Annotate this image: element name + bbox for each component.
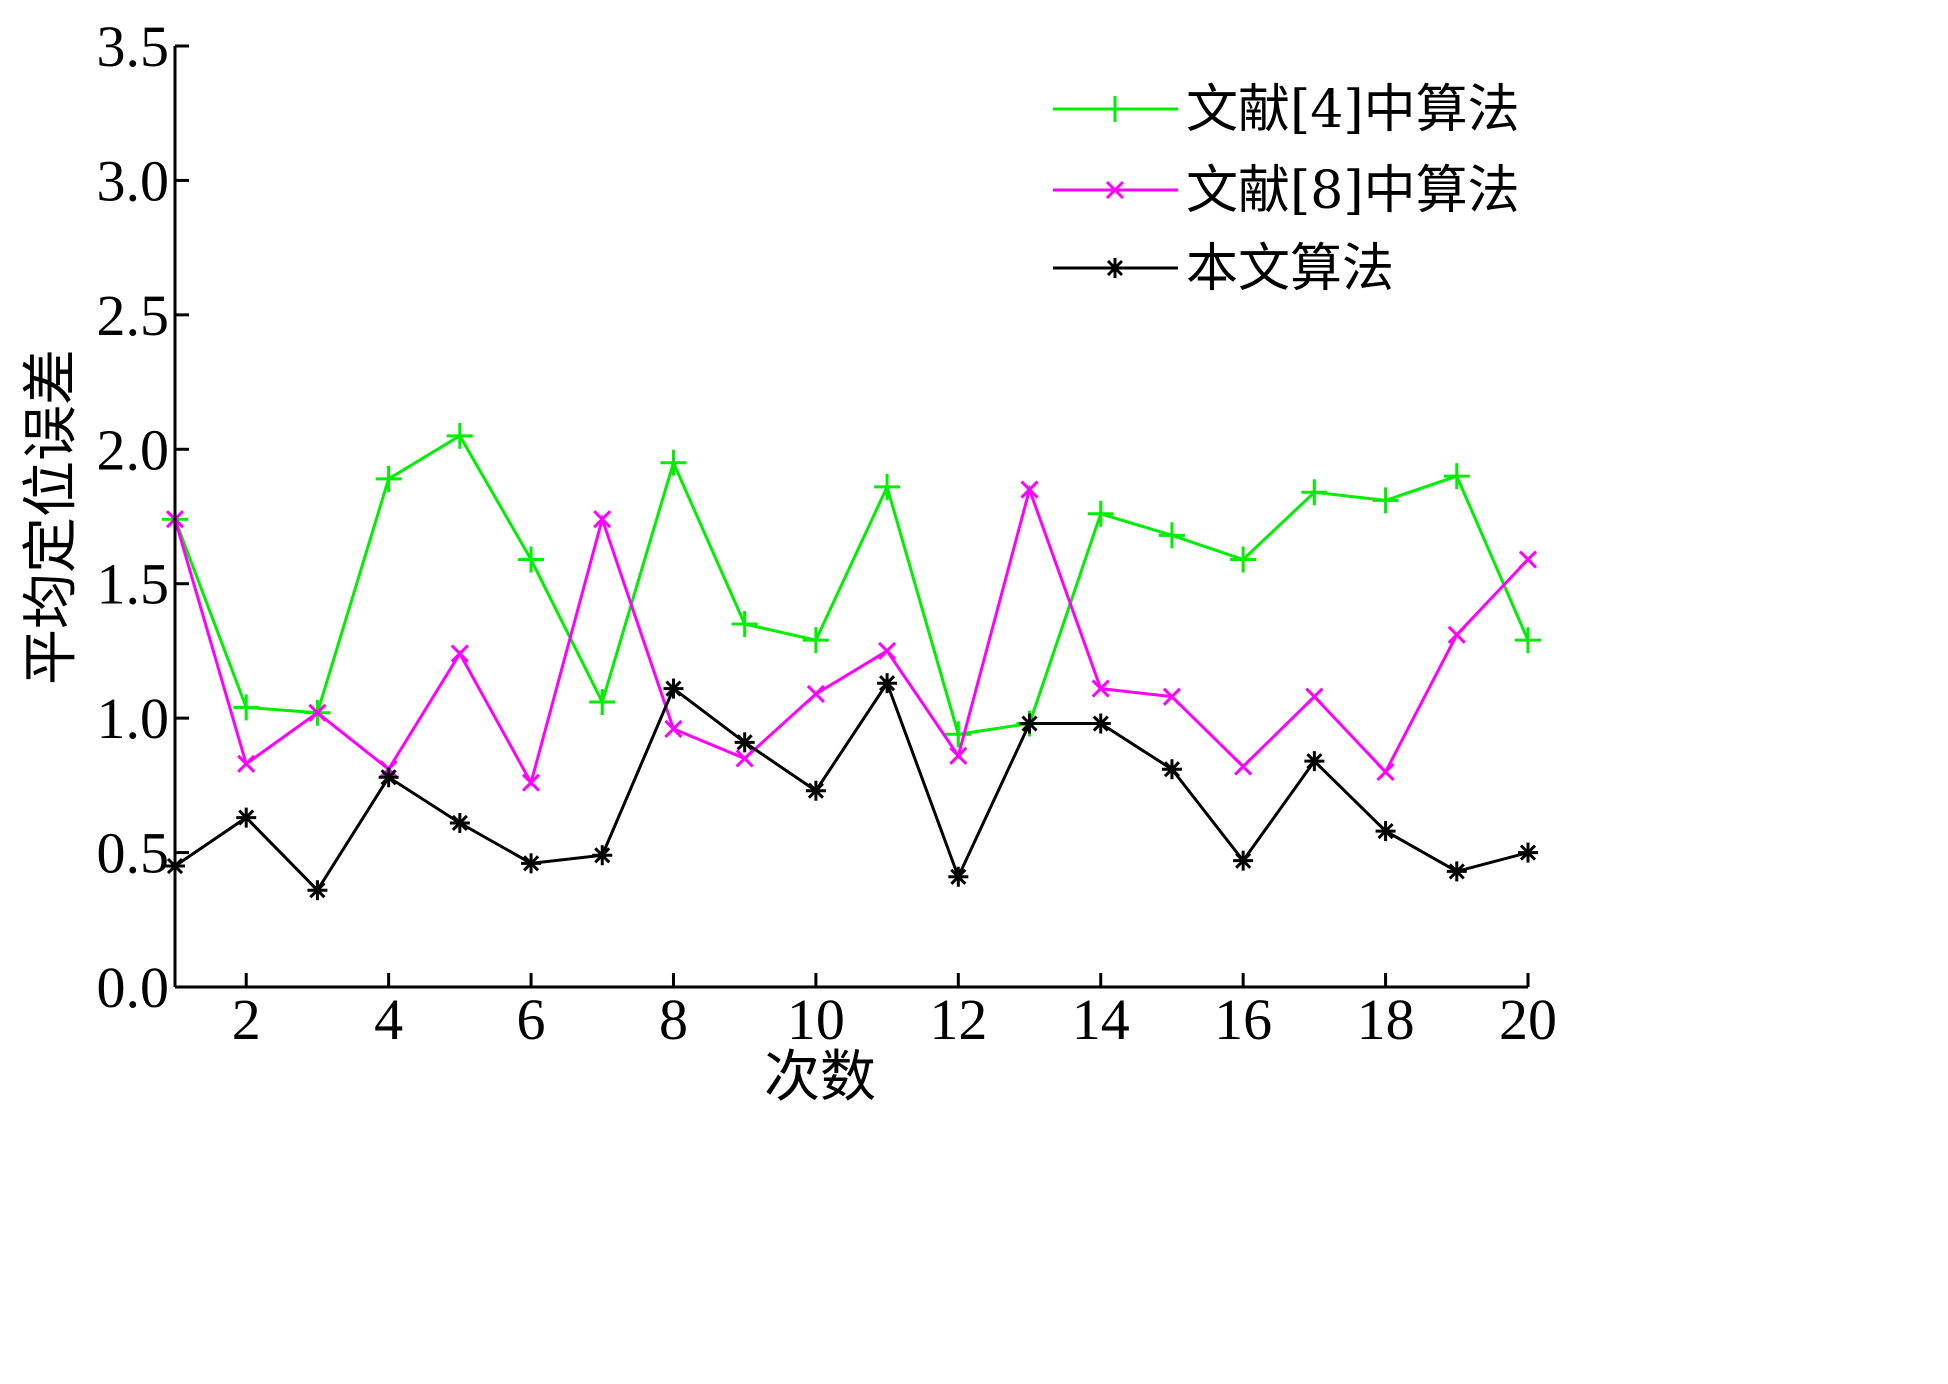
data-point bbox=[1304, 751, 1325, 772]
data-point bbox=[375, 465, 402, 492]
x-tick-label: 6 bbox=[517, 987, 546, 1052]
data-point bbox=[874, 473, 901, 500]
legend-marker bbox=[1105, 258, 1125, 278]
data-point bbox=[589, 689, 616, 716]
y-tick-label: 1.0 bbox=[97, 686, 170, 751]
data-point bbox=[731, 611, 758, 638]
axes: 0.0 0.5 1.0 1.5 2.0 2.5 3.0 3.5 2 4 6 8 10 12 14 16 18 20 bbox=[97, 14, 1558, 1052]
data-point bbox=[1234, 757, 1253, 776]
data-point bbox=[1518, 550, 1538, 569]
data-point bbox=[593, 510, 612, 529]
y-axis-title: 平均定位误差 bbox=[19, 349, 84, 685]
legend-label: 文献[8]中算法 bbox=[1186, 161, 1520, 221]
data-point bbox=[1162, 687, 1182, 706]
data-point bbox=[1019, 713, 1040, 734]
data-point bbox=[446, 422, 473, 449]
y-tick-label: 0.5 bbox=[97, 821, 170, 886]
x-tick-label: 4 bbox=[374, 987, 403, 1052]
data-point bbox=[450, 644, 469, 663]
x-tick-label: 8 bbox=[659, 987, 688, 1052]
data-point bbox=[1515, 627, 1541, 654]
x-tick-label: 2 bbox=[232, 987, 261, 1052]
data-point bbox=[1091, 679, 1110, 698]
data-point bbox=[805, 780, 826, 801]
x-tick-label: 16 bbox=[1214, 987, 1272, 1052]
y-tick-label: 3.5 bbox=[97, 14, 170, 79]
data-point bbox=[1230, 546, 1257, 573]
data-point bbox=[1376, 762, 1395, 781]
data-point bbox=[521, 853, 542, 874]
data-point bbox=[1087, 500, 1114, 527]
data-point bbox=[663, 678, 684, 699]
data-point bbox=[378, 767, 399, 788]
series-2 bbox=[165, 480, 1538, 792]
data-point bbox=[1372, 487, 1399, 514]
y-tick-label: 0.0 bbox=[97, 955, 170, 1020]
y-tick-label: 3.0 bbox=[97, 148, 170, 213]
data-point bbox=[877, 673, 898, 694]
data-point bbox=[1158, 522, 1185, 549]
data-point bbox=[660, 449, 687, 476]
data-point bbox=[878, 641, 897, 660]
data-point bbox=[307, 880, 328, 901]
x-tick-label: 10 bbox=[787, 987, 845, 1052]
data-point bbox=[1446, 861, 1467, 882]
data-point bbox=[806, 684, 825, 704]
data-point bbox=[945, 721, 972, 748]
data-point bbox=[236, 807, 257, 828]
data-point bbox=[1090, 713, 1111, 734]
x-tick-label: 20 bbox=[1499, 987, 1557, 1052]
series-line bbox=[174, 679, 1529, 893]
data-point bbox=[948, 866, 969, 887]
data-point bbox=[949, 746, 968, 765]
data-point bbox=[735, 749, 754, 768]
x-tick-label: 14 bbox=[1072, 987, 1130, 1052]
data-point bbox=[664, 719, 683, 738]
series-line bbox=[173, 433, 1530, 736]
legend-marker bbox=[1102, 96, 1128, 122]
data-point bbox=[1161, 759, 1182, 780]
y-tick-label: 2.5 bbox=[97, 283, 170, 348]
data-point bbox=[233, 694, 260, 721]
data-point bbox=[308, 703, 327, 722]
legend-marker bbox=[1105, 180, 1125, 200]
data-point bbox=[518, 546, 545, 573]
data-point bbox=[237, 754, 256, 773]
legend-item: 本文算法 bbox=[1053, 239, 1394, 299]
data-point bbox=[1375, 821, 1396, 842]
data-point bbox=[1233, 850, 1254, 871]
data-point bbox=[1447, 625, 1466, 644]
legend-item: 文献[4]中算法 bbox=[1053, 80, 1520, 140]
data-point bbox=[1020, 480, 1039, 499]
data-point bbox=[1443, 463, 1470, 490]
legend-label: 本文算法 bbox=[1186, 239, 1394, 299]
data-point bbox=[802, 627, 829, 654]
data-point bbox=[521, 773, 541, 792]
series-3 bbox=[165, 673, 1538, 901]
x-tick-label: 12 bbox=[929, 987, 987, 1052]
series-1 bbox=[162, 422, 1541, 748]
x-tick-label: 18 bbox=[1357, 987, 1415, 1052]
data-point bbox=[1305, 687, 1324, 706]
legend-label: 文献[4]中算法 bbox=[1186, 80, 1520, 140]
data-point bbox=[592, 845, 613, 866]
data-point bbox=[734, 732, 755, 753]
data-point bbox=[1518, 842, 1538, 863]
line-chart: 0.0 0.5 1.0 1.5 2.0 2.5 3.0 3.5 2 4 6 8 10 12 14 16 18 20… bbox=[19, 14, 1558, 1107]
legend-item: 文献[8]中算法 bbox=[1053, 161, 1520, 221]
series-line bbox=[173, 484, 1530, 787]
y-tick-label: 1.5 bbox=[97, 552, 170, 617]
data-point bbox=[1301, 479, 1328, 506]
data-point bbox=[449, 812, 470, 833]
series-layer bbox=[162, 422, 1541, 901]
x-axis-title: 次数 bbox=[764, 1045, 876, 1107]
y-tick-label: 2.0 bbox=[97, 417, 170, 482]
